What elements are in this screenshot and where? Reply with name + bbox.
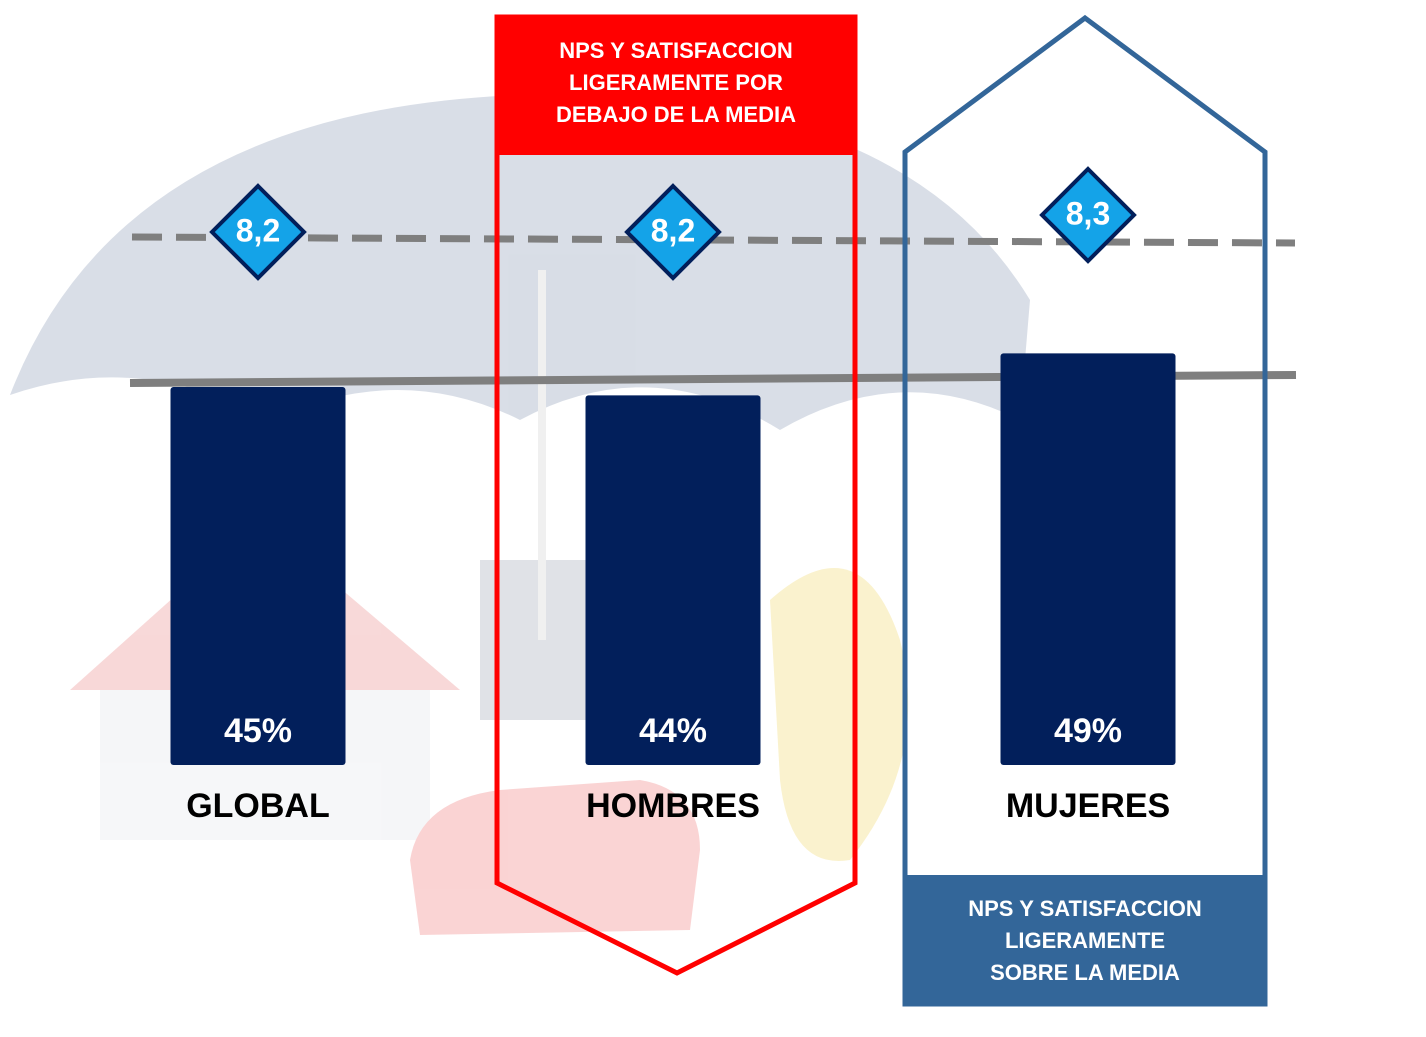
callout-text: NPS Y SATISFACCION <box>559 38 793 63</box>
bar-value-label: 44% <box>639 712 707 750</box>
score-diamond <box>1039 166 1137 264</box>
category-label: MUJERES <box>1006 787 1170 825</box>
category-label: GLOBAL <box>186 787 330 825</box>
score-label: 8,3 <box>1066 195 1110 231</box>
bar <box>585 395 761 765</box>
bar-value-label: 49% <box>1054 712 1122 750</box>
callout-text: SOBRE LA MEDIA <box>990 960 1180 985</box>
score-label: 8,2 <box>651 212 695 248</box>
score-diamond <box>624 183 722 281</box>
category-label: HOMBRES <box>586 787 760 825</box>
callout-text: NPS Y SATISFACCION <box>968 896 1202 921</box>
score-label: 8,2 <box>236 212 280 248</box>
score-diamond <box>209 183 307 281</box>
callout-text: LIGERAMENTE <box>1005 928 1165 953</box>
callout-text: LIGERAMENTE POR <box>569 70 783 95</box>
bar-value-label: 45% <box>224 712 292 750</box>
bar <box>170 387 346 765</box>
bar <box>1000 353 1176 765</box>
callout-text: DEBAJO DE LA MEDIA <box>556 102 796 127</box>
callout-footer-blue <box>905 875 1265 1005</box>
background-illustration <box>10 94 1030 935</box>
callout-header-red <box>495 15 857 155</box>
